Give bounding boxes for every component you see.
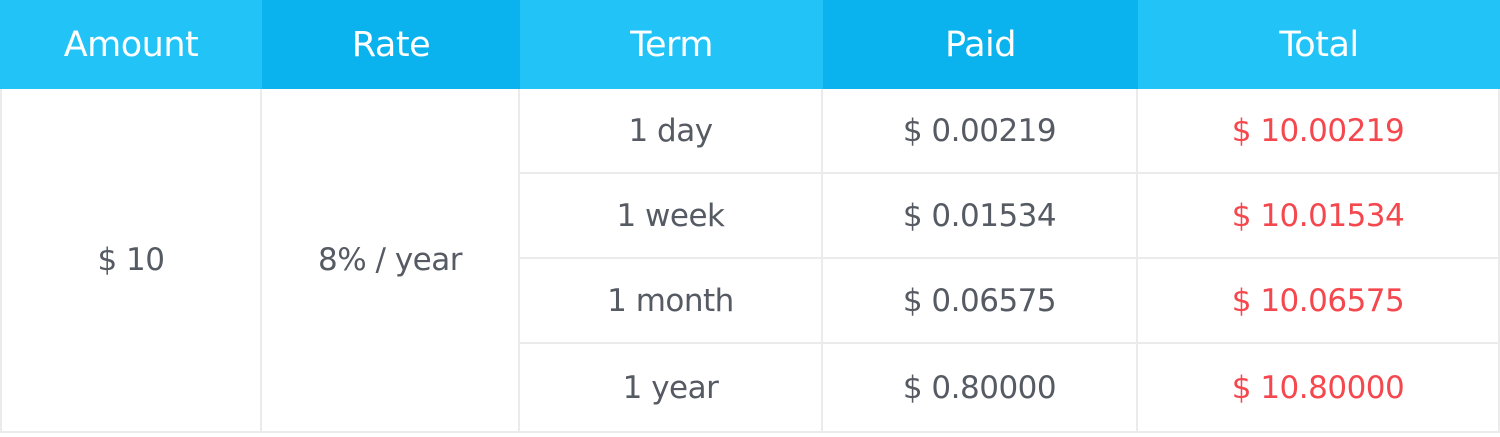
- rate-cell: 8% / year: [262, 89, 520, 431]
- paid-cell: $ 0.80000: [823, 344, 1138, 431]
- header-rate: Rate: [262, 0, 520, 89]
- header-total: Total: [1138, 0, 1500, 89]
- total-cell: $ 10.06575: [1231, 282, 1405, 319]
- header-amount: Amount: [0, 0, 262, 89]
- total-cell: $ 10.00219: [1231, 112, 1405, 149]
- term-cell: 1 day: [520, 89, 823, 172]
- amount-cell: $ 10: [2, 89, 262, 431]
- header-term: Term: [520, 0, 823, 89]
- paid-cell: $ 0.00219: [823, 89, 1138, 172]
- term-cell: 1 month: [520, 259, 823, 342]
- table-row: 1 month $ 0.06575 $ 10.06575: [520, 259, 1498, 344]
- term-cell: 1 year: [520, 344, 823, 431]
- term-cell: 1 week: [520, 174, 823, 257]
- paid-cell: $ 0.06575: [823, 259, 1138, 342]
- total-cell: $ 10.80000: [1231, 369, 1405, 406]
- table-row: 1 week $ 0.01534 $ 10.01534: [520, 174, 1498, 259]
- total-cell: $ 10.01534: [1231, 197, 1405, 234]
- header-paid: Paid: [823, 0, 1138, 89]
- table-row: 1 day $ 0.00219 $ 10.00219: [520, 89, 1498, 174]
- table-header: Amount Rate Term Paid Total: [0, 0, 1500, 89]
- table-row: 1 year $ 0.80000 $ 10.80000: [520, 344, 1498, 431]
- term-rows: 1 day $ 0.00219 $ 10.00219 1 week $ 0.01…: [520, 89, 1498, 431]
- table-body: $ 10 8% / year 1 day $ 0.00219 $ 10.0021…: [0, 89, 1500, 433]
- paid-cell: $ 0.01534: [823, 174, 1138, 257]
